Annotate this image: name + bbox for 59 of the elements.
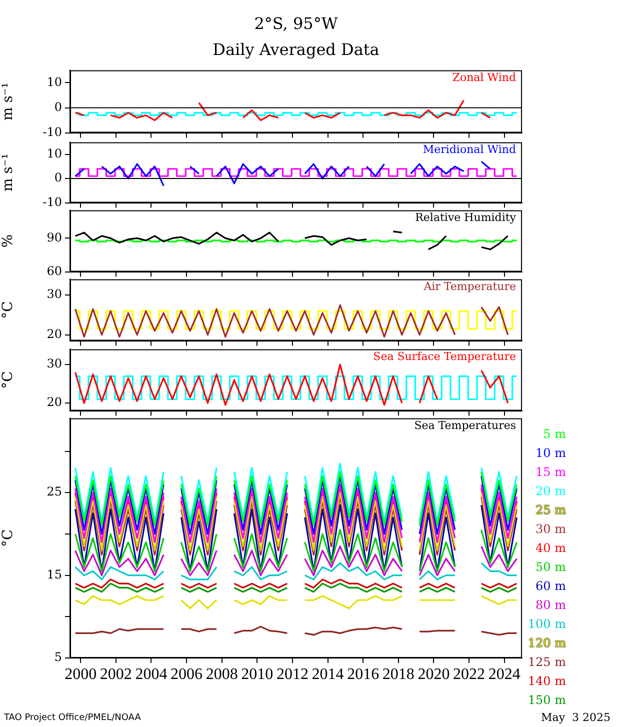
x-tick-label: 2020 xyxy=(418,666,450,683)
chart-title: 2°S, 95°W xyxy=(253,14,339,33)
y-tick-label: 5 xyxy=(54,650,62,664)
x-tick-label: 2014 xyxy=(312,666,344,683)
y-axis-title: m s⁻¹ xyxy=(0,154,16,192)
x-tick-label: 2008 xyxy=(206,666,238,683)
series-label: Zonal Wind xyxy=(452,71,516,84)
series-label: Sea Surface Temperature xyxy=(373,350,516,363)
text: 150 m xyxy=(528,693,566,707)
text: 40 m xyxy=(536,541,566,555)
y-tick-label: 10 xyxy=(46,146,62,160)
y-axis-title: % xyxy=(0,234,16,248)
chart-subtitle: Daily Averaged Data xyxy=(212,40,380,59)
y-tick-label: 25 xyxy=(46,484,62,499)
y-axis-title: °C xyxy=(0,371,16,389)
y-axis-title: m s⁻¹ xyxy=(0,82,16,120)
x-tick-label: 2012 xyxy=(276,666,308,683)
x-tick-label: 2002 xyxy=(100,666,132,683)
text: 15 m xyxy=(536,465,566,479)
y-axis-title: °C xyxy=(0,301,16,319)
series-label: 20 m xyxy=(536,484,566,498)
series-label: Relative Humidity xyxy=(415,211,516,224)
series-label: 25 m xyxy=(536,503,566,517)
series-label: 50 m xyxy=(536,560,566,574)
text: 140 m xyxy=(528,674,566,688)
x-tick-label: 2024 xyxy=(488,666,520,683)
x-tick-label: 2016 xyxy=(347,666,380,683)
y-tick-label: 0 xyxy=(54,170,62,185)
y-tick-label: 10 xyxy=(46,74,62,89)
text: May 3 2025 xyxy=(541,711,611,724)
text: 10 m xyxy=(536,446,566,460)
series-label: Air Temperature xyxy=(424,280,516,293)
y-tick-label: 15 xyxy=(46,567,62,582)
text: 120 m xyxy=(528,636,566,650)
y-tick-label: 0 xyxy=(54,100,62,114)
x-tick-label: 2022 xyxy=(453,666,486,683)
x-tick-label: 2006 xyxy=(170,666,203,683)
x-tick-label: 2004 xyxy=(135,666,168,683)
y-tick-label: 30 xyxy=(46,287,62,302)
y-axis-title: °C xyxy=(0,529,16,547)
text: 60 m xyxy=(536,579,566,593)
text: 125 m xyxy=(528,655,566,669)
y-tick-label: 30 xyxy=(46,356,62,371)
y-tick-label: 90 xyxy=(46,230,62,244)
text: 5 m xyxy=(543,427,566,441)
y-tick-label: 20 xyxy=(46,326,62,341)
text: 80 m xyxy=(536,598,566,612)
y-tick-label: 20 xyxy=(46,395,62,410)
y-tick-label: 60 xyxy=(46,264,62,278)
y-tick-label: -10 xyxy=(42,194,62,209)
x-tick-label: 2018 xyxy=(382,666,414,683)
chart-title: Sea Temperatures xyxy=(414,419,516,432)
text: TAO Project Office/PMEL/NOAA xyxy=(4,713,141,723)
series-label: 30 m xyxy=(536,522,566,536)
x-tick-label: 2000 xyxy=(64,666,97,683)
x-tick-label: 2010 xyxy=(241,666,274,683)
y-tick-label: -10 xyxy=(42,124,62,139)
text: 100 m xyxy=(528,617,566,631)
series-label: Meridional Wind xyxy=(422,143,516,156)
